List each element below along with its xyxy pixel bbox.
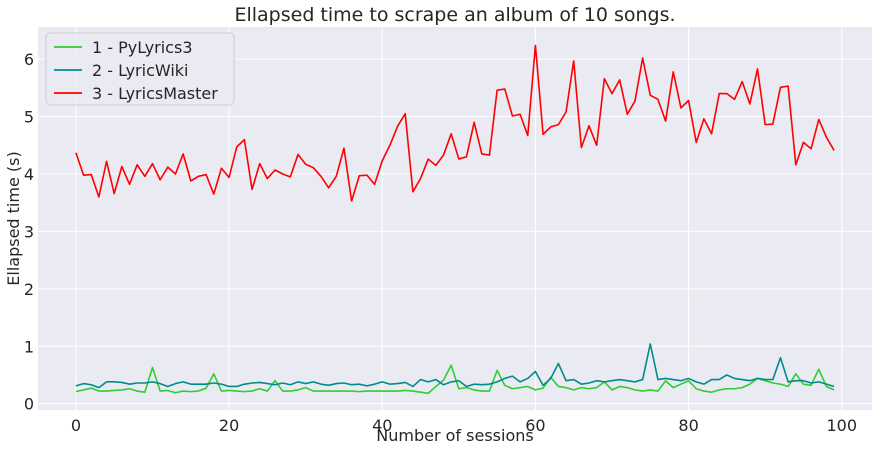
x-tick-label: 80 <box>678 416 698 435</box>
series-line-2 <box>75 343 835 389</box>
y-tick-label: 2 <box>24 280 34 299</box>
chart-title: Ellapsed time to scrape an album of 10 s… <box>234 4 675 26</box>
y-tick-label: 1 <box>24 337 34 356</box>
series-lines <box>75 44 835 395</box>
y-tick-label: 3 <box>24 222 34 241</box>
y-tick-label: 5 <box>24 108 34 127</box>
x-tick-label: 0 <box>71 416 81 435</box>
x-tick-label: 100 <box>826 416 857 435</box>
y-axis-ticks: 0 1 2 3 4 5 6 <box>24 50 34 414</box>
x-axis-ticks: 0 20 40 60 80 100 <box>71 416 857 435</box>
series-line-1 <box>75 364 835 395</box>
x-tick-label: 60 <box>525 416 545 435</box>
legend-label: 3 - LyricsMaster <box>92 84 218 103</box>
legend-box <box>45 32 235 106</box>
legend-label: 2 - LyricWiki <box>92 61 188 80</box>
grid <box>38 27 872 410</box>
y-tick-label: 0 <box>24 395 34 414</box>
x-tick-label: 20 <box>219 416 239 435</box>
legend: 1 - PyLyrics3 2 - LyricWiki 3 - LyricsMast… <box>45 32 235 106</box>
series-line-3 <box>75 44 835 202</box>
y-axis-label: Ellapsed time (s) <box>4 151 23 285</box>
x-axis-label: Number of sessions <box>376 426 533 445</box>
x-tick-label: 40 <box>372 416 392 435</box>
y-tick-label: 4 <box>24 165 34 184</box>
y-tick-label: 6 <box>24 50 34 69</box>
legend-label: 1 - PyLyrics3 <box>92 38 193 57</box>
